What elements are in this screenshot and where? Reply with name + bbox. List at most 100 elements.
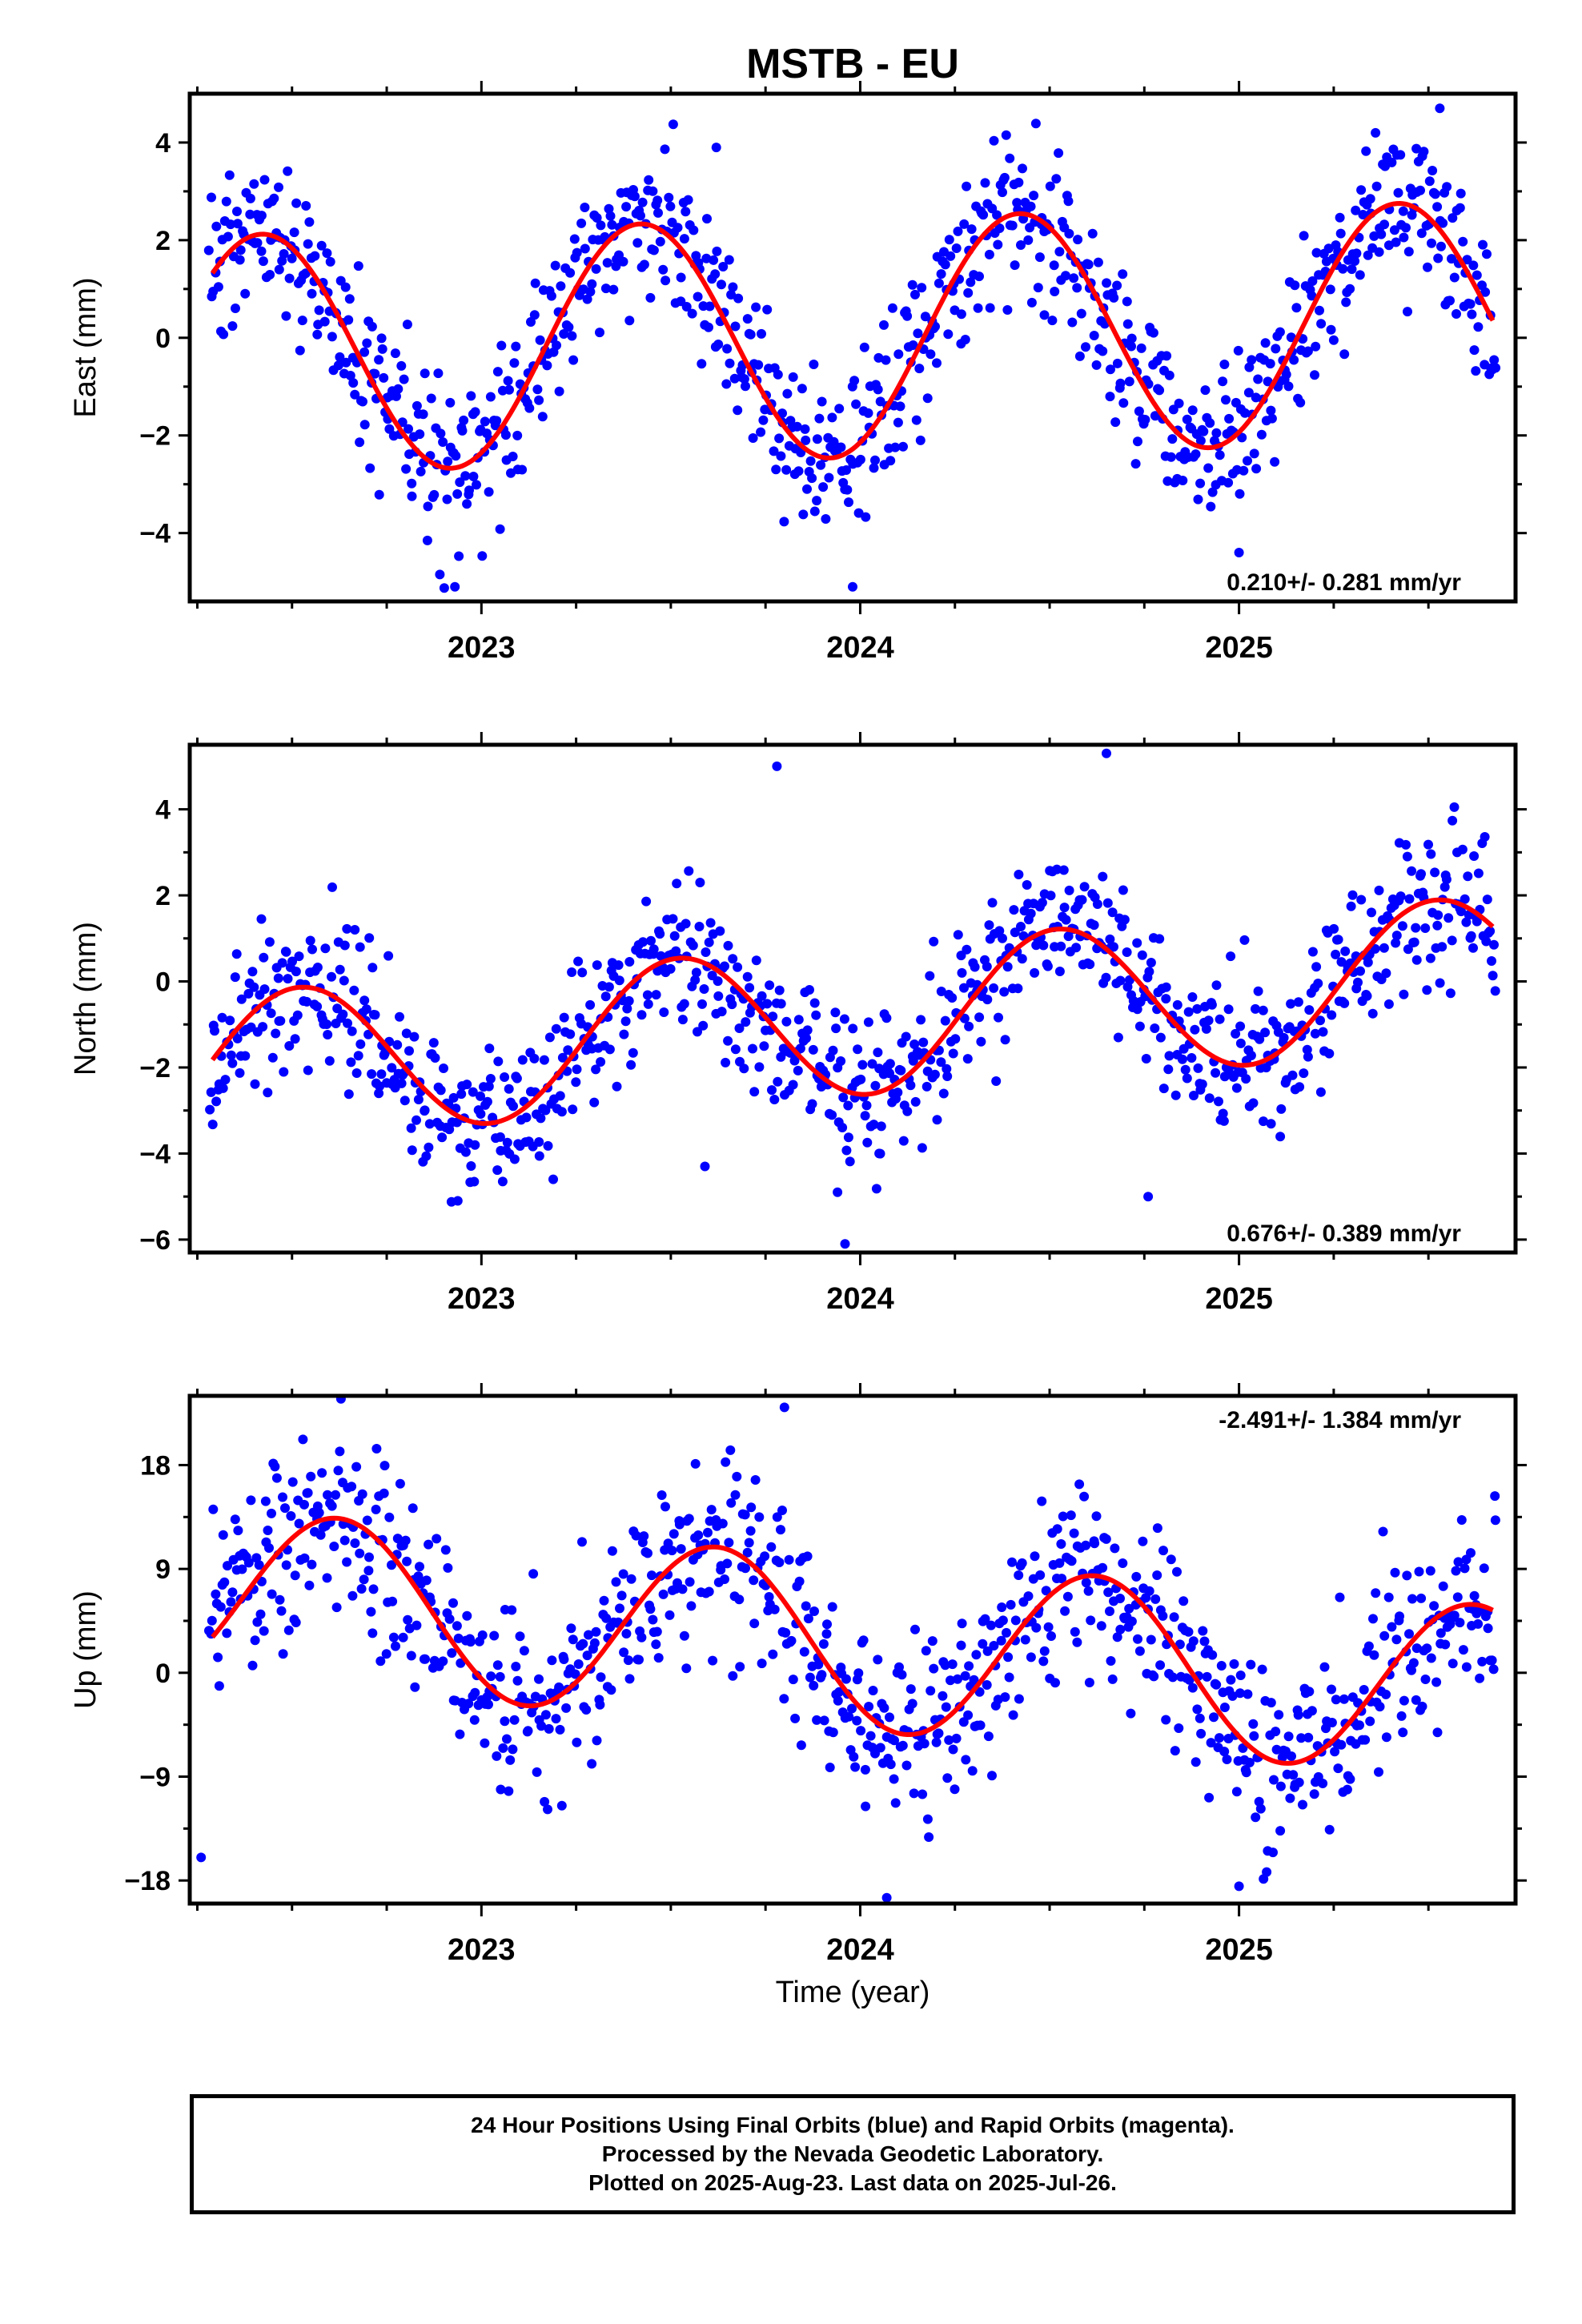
data-point [591, 1626, 601, 1637]
data-point [307, 944, 317, 955]
data-point [1150, 1023, 1160, 1033]
data-point [873, 352, 884, 363]
data-point [351, 1462, 362, 1472]
data-point [370, 1010, 380, 1020]
data-point [833, 1187, 843, 1197]
data-point [544, 1032, 555, 1043]
data-point [1131, 1571, 1142, 1582]
data-point [1211, 980, 1222, 991]
data-point [769, 1095, 780, 1104]
data-point [333, 360, 343, 371]
data-point [1404, 894, 1415, 904]
data-point [1143, 1192, 1154, 1202]
data-point [853, 508, 864, 518]
data-point [1126, 341, 1136, 352]
data-point [235, 245, 246, 255]
data-point [365, 463, 375, 473]
data-point [452, 1621, 462, 1631]
data-point [1381, 1689, 1391, 1699]
data-point [885, 1712, 894, 1723]
data-point [873, 1655, 883, 1665]
data-point [1302, 1044, 1312, 1055]
data-point [930, 1069, 940, 1080]
data-point [507, 1605, 517, 1615]
data-point [848, 581, 857, 592]
data-point [710, 269, 721, 279]
data-point [550, 260, 560, 271]
data-point [502, 1137, 512, 1148]
data-point [243, 1558, 254, 1568]
data-point [1102, 278, 1112, 288]
data-point [946, 1675, 955, 1686]
data-point [1422, 1643, 1432, 1654]
data-point [347, 1026, 357, 1036]
data-point [1389, 225, 1399, 235]
data-point [1167, 434, 1178, 444]
data-point [703, 1527, 713, 1538]
data-point [1110, 1543, 1120, 1554]
data-point [638, 937, 648, 947]
data-point [1355, 966, 1365, 976]
data-point [572, 247, 582, 258]
data-point [1315, 1087, 1326, 1097]
data-point [962, 181, 972, 191]
data-point [266, 1008, 276, 1019]
data-point [1460, 1563, 1470, 1574]
data-point [1012, 198, 1022, 208]
data-point [927, 1636, 938, 1647]
data-point [1079, 1491, 1090, 1502]
data-point [1001, 130, 1011, 140]
data-point [1187, 405, 1198, 416]
data-point [1063, 196, 1074, 207]
data-point [998, 1615, 1008, 1626]
data-point [936, 1057, 946, 1068]
data-point [1218, 376, 1228, 387]
data-point [568, 1634, 578, 1645]
data-point [595, 328, 604, 338]
data-point [934, 1728, 944, 1739]
data-point [517, 1055, 528, 1065]
data-point [672, 879, 682, 889]
data-point [889, 1735, 899, 1746]
data-point [1345, 283, 1355, 294]
data-point [897, 1740, 908, 1751]
data-point [563, 1045, 573, 1055]
data-point [1200, 385, 1211, 396]
data-point [452, 1196, 463, 1206]
data-point [690, 975, 701, 985]
data-point [1271, 1727, 1281, 1737]
data-point [1416, 869, 1426, 879]
data-point [1315, 305, 1324, 316]
data-point [618, 1569, 628, 1579]
data-point [827, 1602, 837, 1612]
data-point [699, 984, 709, 994]
data-point [1432, 202, 1443, 212]
data-point [601, 1613, 612, 1623]
data-point [281, 1560, 291, 1570]
data-point [1319, 1662, 1330, 1672]
data-point [259, 952, 269, 963]
data-point [412, 400, 422, 411]
data-point [624, 995, 634, 1006]
data-point [511, 341, 521, 352]
data-point [1447, 213, 1458, 223]
data-point [861, 1100, 872, 1111]
data-point [844, 1711, 854, 1722]
data-point [207, 1120, 218, 1130]
data-point [495, 524, 505, 534]
data-point [957, 967, 967, 978]
data-point [320, 943, 331, 954]
data-point [1404, 1629, 1414, 1639]
data-point [511, 1662, 521, 1671]
data-point [781, 464, 792, 475]
data-point [924, 1832, 934, 1842]
x-tick-label: 2023 [448, 631, 516, 665]
data-point [1182, 414, 1192, 424]
data-point [676, 1544, 686, 1554]
data-point [232, 207, 242, 216]
data-point [436, 428, 446, 439]
data-point [220, 1075, 231, 1085]
data-point [1472, 916, 1482, 927]
data-point [1202, 1671, 1212, 1682]
data-point [1485, 926, 1496, 936]
